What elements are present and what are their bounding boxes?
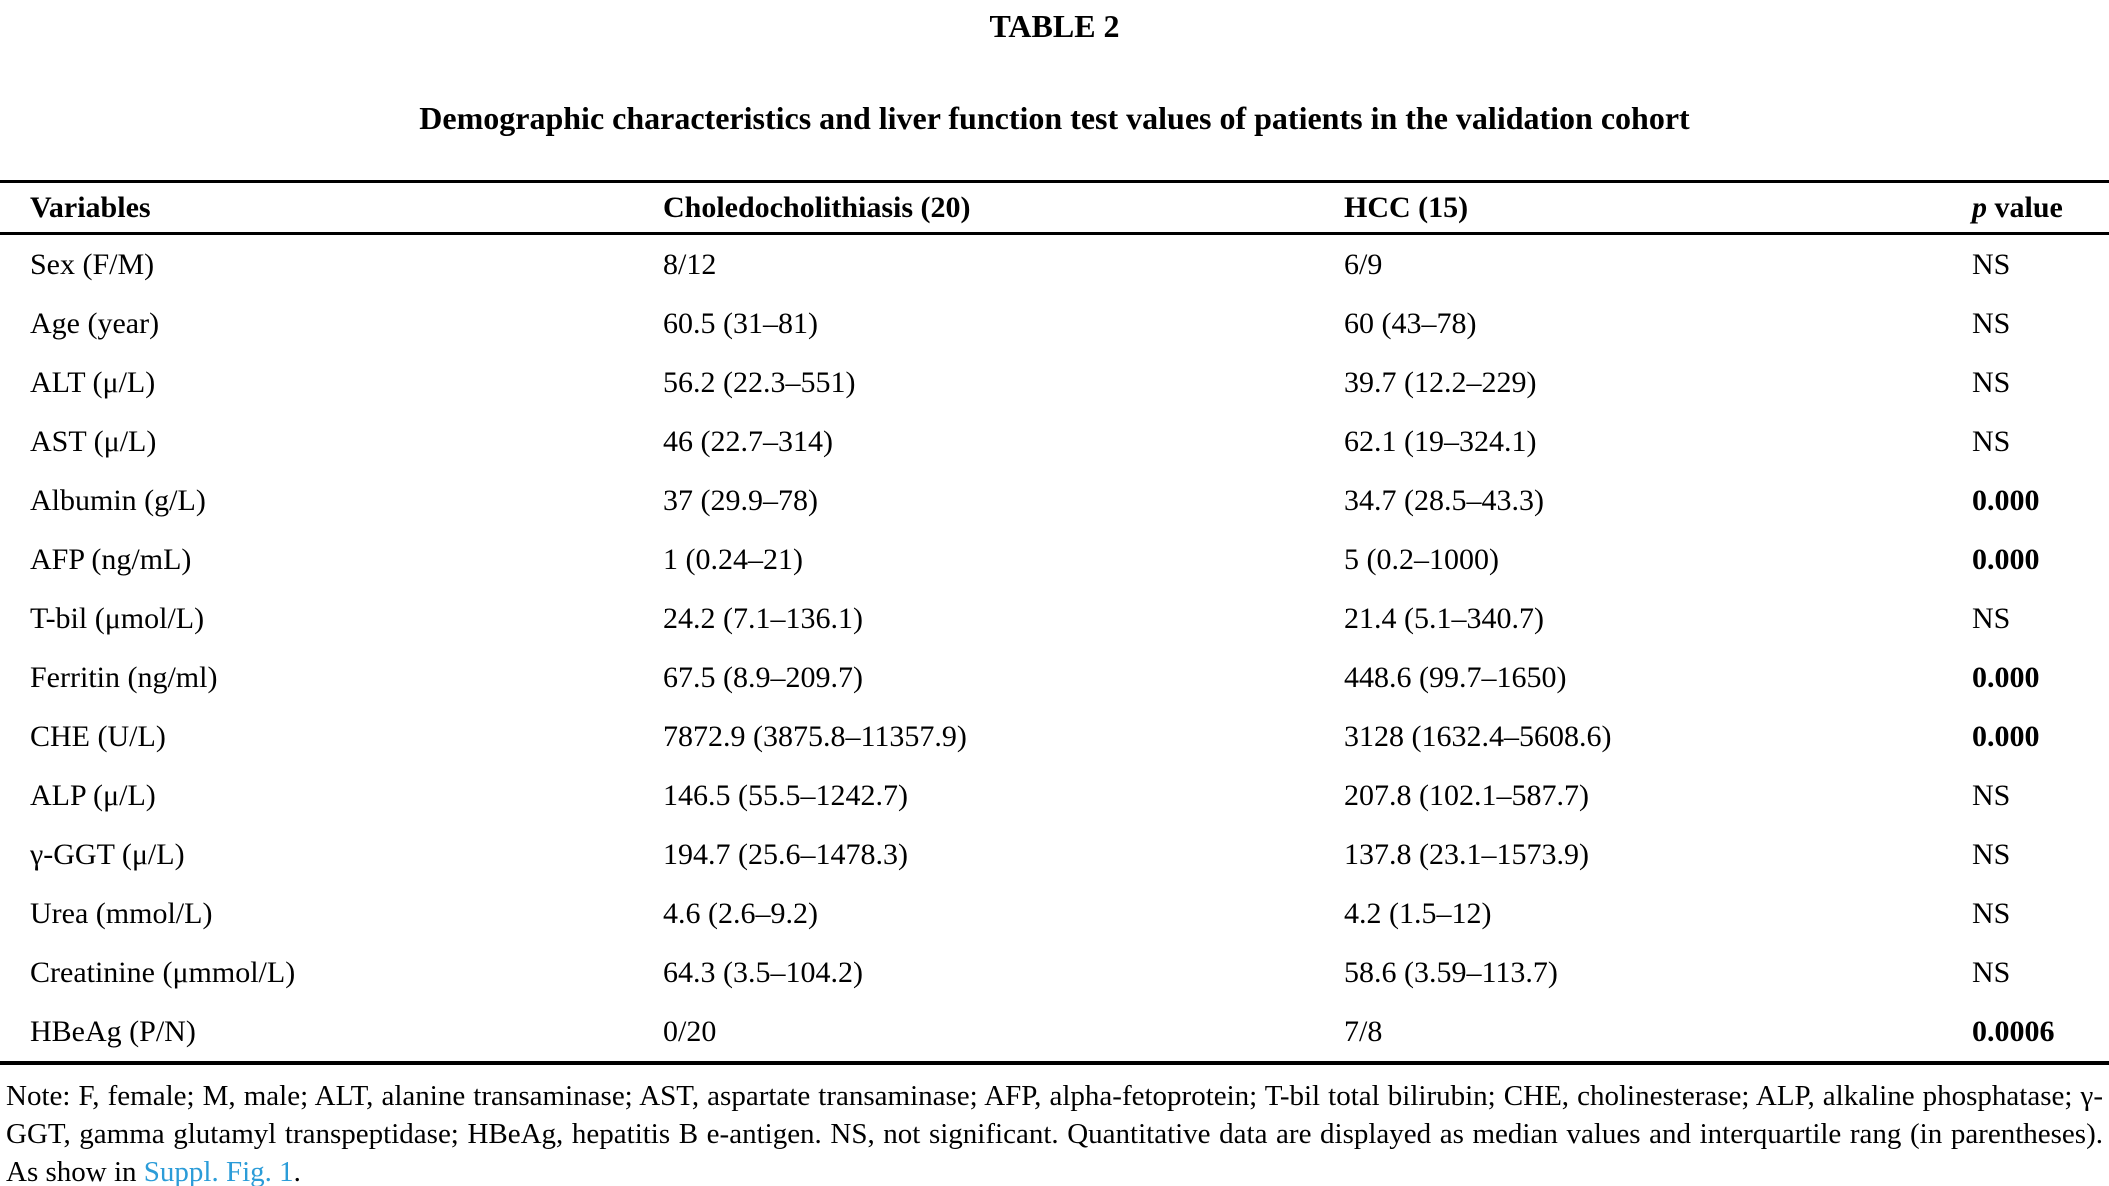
hcc-cell: 39.7 (12.2–229) (1344, 365, 1537, 399)
table-row: ALT (μ/L) 56.2 (22.3–551) 39.7 (12.2–229) N… (0, 353, 2109, 412)
hcc-cell: 60 (43–78) (1344, 306, 1477, 340)
hcc-cell: 7/8 (1314, 1002, 1942, 1065)
variable-cell: AST (μ/L) (30, 424, 157, 458)
p-value-cell: 0.000 (1972, 660, 2040, 694)
table-row: HBeAg (P/N) 0/20 7/8 0.0006 (0, 1002, 2109, 1065)
choledocholithiasis-cell: 194.7 (25.6–1478.3) (663, 837, 908, 871)
p-value-cell: NS (1972, 896, 2011, 930)
variable-cell: Ferritin (ng/ml) (30, 660, 218, 694)
choledocholithiasis-cell: 46 (22.7–314) (663, 424, 833, 458)
table-note: Note: F, female; M, male; ALT, alanine t… (6, 1077, 2103, 1186)
hcc-cell: 448.6 (99.7–1650) (1344, 660, 1567, 694)
variable-cell: CHE (U/L) (30, 719, 166, 753)
column-header-choledocholithiasis: Choledocholithiasis (20) (633, 181, 1314, 235)
column-header-p-value: p value (1942, 181, 2109, 235)
variable-cell: Creatinine (μmmol/L) (30, 955, 296, 989)
column-header-variables: Variables (0, 181, 633, 235)
table-row: γ-GGT (μ/L) 194.7 (25.6–1478.3) 137.8 (23.… (0, 825, 2109, 884)
table-row: Age (year) 60.5 (31–81) 60 (43–78) NS (0, 294, 2109, 353)
table-row: Sex (F/M) 8/12 6/9 NS (0, 234, 2109, 295)
choledocholithiasis-cell: 7872.9 (3875.8–11357.9) (663, 719, 967, 753)
p-value-cell: 0.000 (1972, 542, 2040, 576)
table-row: CHE (U/L) 7872.9 (3875.8–11357.9) 3128 (16… (0, 707, 2109, 766)
table-row: AST (μ/L) 46 (22.7–314) 62.1 (19–324.1) NS (0, 412, 2109, 471)
variable-cell: T-bil (μmol/L) (30, 601, 205, 635)
p-value-cell: 0.000 (1972, 719, 2040, 753)
hcc-cell: 6/9 (1344, 247, 1383, 281)
table-row: Albumin (g/L) 37 (29.9–78) 34.7 (28.5–43.3… (0, 471, 2109, 530)
hcc-cell: 4.2 (1.5–12) (1344, 896, 1492, 930)
choledocholithiasis-cell: 64.3 (3.5–104.2) (663, 955, 863, 989)
hcc-cell: 137.8 (23.1–1573.9) (1344, 837, 1589, 871)
note-text-end: . (293, 1156, 301, 1186)
hcc-cell: 34.7 (28.5–43.3) (1344, 483, 1544, 517)
p-value-cell: NS (1972, 365, 2011, 399)
table-body: Sex (F/M) 8/12 6/9 NS Age (year) 60.5 (31–81)… (0, 234, 2109, 1065)
variable-cell: HBeAg (P/N) (0, 1002, 633, 1065)
hcc-cell: 58.6 (3.59–113.7) (1344, 955, 1558, 989)
hcc-cell: 62.1 (19–324.1) (1344, 424, 1537, 458)
suppl-fig-link[interactable]: Suppl. Fig. 1 (143, 1156, 294, 1186)
p-value-header-italic: p (1972, 190, 1987, 224)
choledocholithiasis-cell: 1 (0.24–21) (663, 542, 803, 576)
variable-cell: Albumin (g/L) (30, 483, 206, 517)
hcc-cell: 207.8 (102.1–587.7) (1344, 778, 1589, 812)
hcc-cell: 21.4 (5.1–340.7) (1344, 601, 1544, 635)
choledocholithiasis-cell: 8/12 (663, 247, 717, 281)
table-row: AFP (ng/mL) 1 (0.24–21) 5 (0.2–1000) 0.000 (0, 530, 2109, 589)
table-row: Ferritin (ng/ml) 67.5 (8.9–209.7) 448.6 (9… (0, 648, 2109, 707)
choledocholithiasis-cell: 67.5 (8.9–209.7) (663, 660, 863, 694)
choledocholithiasis-cell: 60.5 (31–81) (663, 306, 818, 340)
table-label: TABLE 2 (989, 8, 1120, 44)
variable-cell: Sex (F/M) (30, 247, 155, 281)
choledocholithiasis-cell: 37 (29.9–78) (663, 483, 818, 517)
p-value-cell: NS (1972, 778, 2011, 812)
choledocholithiasis-cell: 4.6 (2.6–9.2) (663, 896, 818, 930)
table-row: T-bil (μmol/L) 24.2 (7.1–136.1) 21.4 (5.1–… (0, 589, 2109, 648)
variable-cell: Age (year) (30, 306, 160, 340)
hcc-cell: 5 (0.2–1000) (1344, 542, 1499, 576)
p-value-cell: NS (1972, 247, 2011, 281)
p-value-header-rest: value (1987, 190, 2063, 224)
p-value-cell: 0.000 (1972, 483, 2040, 517)
p-value-cell: NS (1972, 837, 2011, 871)
hcc-cell: 3128 (1632.4–5608.6) (1344, 719, 1612, 753)
table-row: ALP (μ/L) 146.5 (55.5–1242.7) 207.8 (102.1… (0, 766, 2109, 825)
p-value-cell: 0.0006 (1942, 1002, 2109, 1065)
variable-cell: γ-GGT (μ/L) (30, 837, 185, 871)
choledocholithiasis-cell: 56.2 (22.3–551) (663, 365, 856, 399)
choledocholithiasis-cell: 24.2 (7.1–136.1) (663, 601, 863, 635)
table-header-row: Variables Choledocholithiasis (20) HCC (… (0, 181, 2109, 235)
p-value-cell: NS (1972, 601, 2011, 635)
variable-cell: Urea (mmol/L) (30, 896, 213, 930)
variable-cell: ALT (μ/L) (30, 365, 156, 399)
variable-cell: ALP (μ/L) (30, 778, 156, 812)
choledocholithiasis-cell: 146.5 (55.5–1242.7) (663, 778, 908, 812)
choledocholithiasis-cell: 0/20 (633, 1002, 1314, 1065)
p-value-cell: NS (1972, 424, 2011, 458)
p-value-cell: NS (1972, 306, 2011, 340)
data-table: Variables Choledocholithiasis (20) HCC (… (0, 180, 2109, 1065)
table-caption: Demographic characteristics and liver fu… (419, 100, 1690, 136)
p-value-cell: NS (1972, 955, 2011, 989)
note-text: Note: F, female; M, male; ALT, alanine t… (6, 1080, 2103, 1186)
table-row: Creatinine (μmmol/L) 64.3 (3.5–104.2) 58.6… (0, 943, 2109, 1002)
column-header-hcc: HCC (15) (1314, 181, 1942, 235)
table-row: Urea (mmol/L) 4.6 (2.6–9.2) 4.2 (1.5–12) NS (0, 884, 2109, 943)
variable-cell: AFP (ng/mL) (30, 542, 192, 576)
